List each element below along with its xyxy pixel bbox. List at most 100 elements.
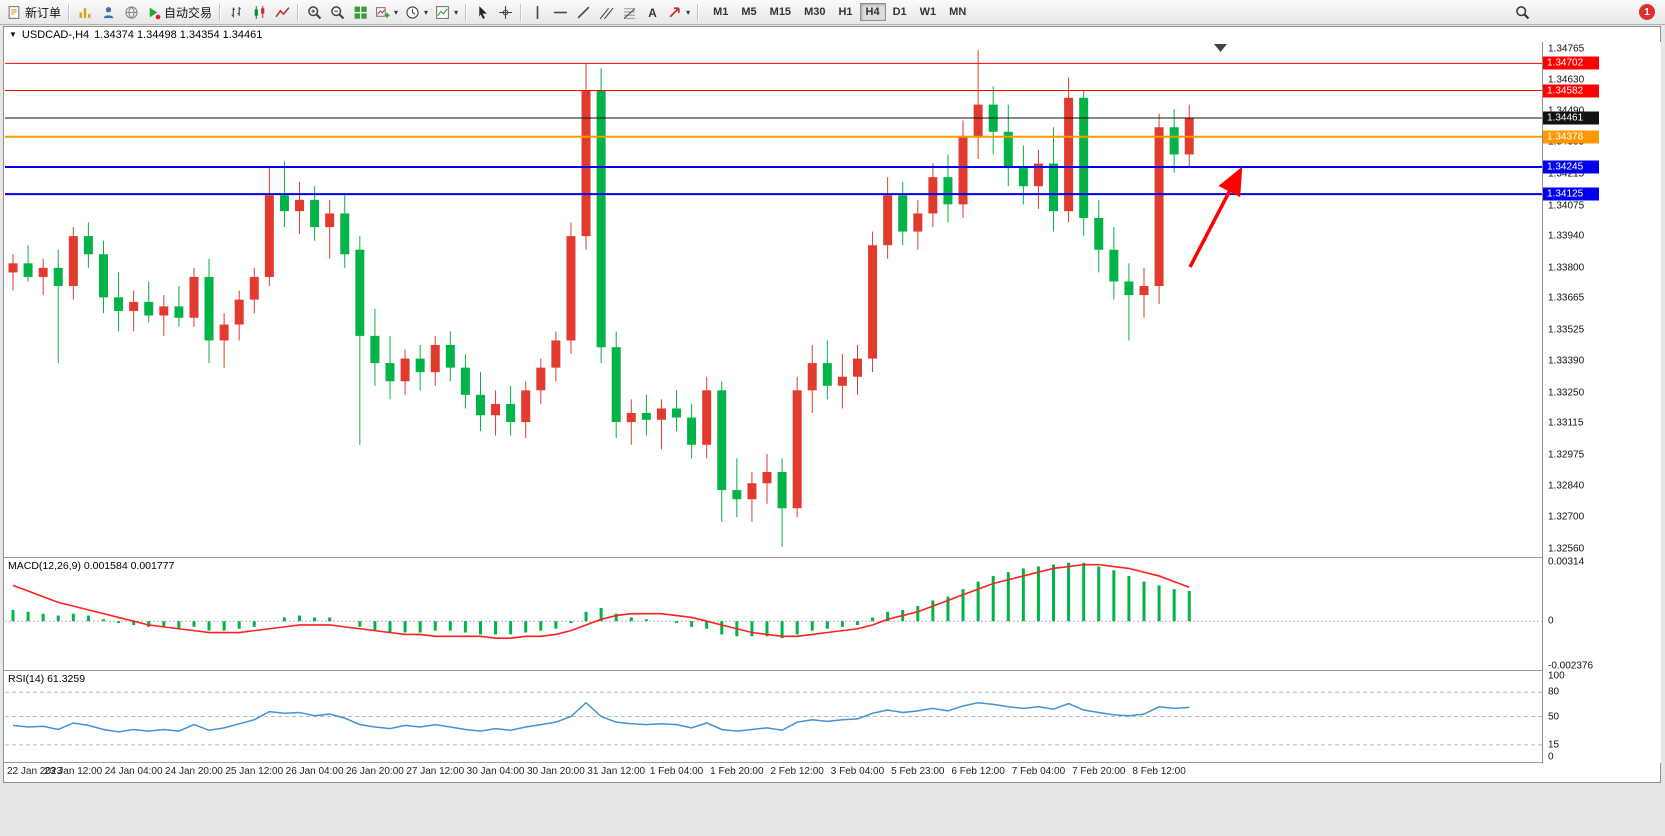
price-axis-tick: 1.34075 bbox=[1548, 200, 1585, 211]
svg-text:A: A bbox=[648, 6, 657, 19]
macd-axis-tick: -0.002376 bbox=[1548, 660, 1594, 672]
price-level-tag: 1.34378 bbox=[1543, 130, 1599, 144]
candle bbox=[1139, 267, 1149, 318]
time-axis[interactable]: 22 Jan 2023 23 Jan 12:00 24 Jan 04:00 24 Ja… bbox=[5, 764, 1542, 782]
indicators-button[interactable]: ▾ bbox=[432, 2, 461, 22]
panel-divider[interactable] bbox=[4, 670, 1660, 671]
auto-trading-button[interactable]: 自动交易 bbox=[143, 2, 215, 22]
price-chart-canvas[interactable] bbox=[5, 42, 1542, 557]
periods-button[interactable]: ▾ bbox=[402, 2, 431, 22]
candlestick-chart-button[interactable] bbox=[248, 2, 270, 22]
chart-shift-marker[interactable] bbox=[1214, 44, 1227, 52]
candle bbox=[913, 199, 923, 250]
toolbar-separator bbox=[219, 3, 222, 21]
candle bbox=[837, 354, 847, 409]
trendline-icon bbox=[576, 5, 591, 20]
candle bbox=[928, 163, 938, 228]
rsi-chart-canvas[interactable] bbox=[5, 671, 1542, 762]
candle bbox=[310, 186, 320, 241]
price-axis[interactable]: 1.347651.346301.344901.343551.342151.340… bbox=[1542, 42, 1661, 763]
cursor-button[interactable] bbox=[471, 2, 493, 22]
candle bbox=[325, 199, 335, 259]
data-window-button[interactable] bbox=[120, 2, 142, 22]
panel-divider[interactable] bbox=[4, 557, 1660, 558]
crosshair-icon bbox=[498, 5, 513, 20]
channel-icon bbox=[599, 5, 614, 20]
auto-trading-label: 自动交易 bbox=[164, 5, 213, 20]
crosshair-button[interactable] bbox=[494, 2, 516, 22]
time-axis-label: 7 Feb 20:00 bbox=[1072, 766, 1126, 777]
time-axis-label: 27 Jan 12:00 bbox=[406, 766, 465, 777]
timeframe-M5[interactable]: M5 bbox=[735, 3, 762, 21]
macd-label: MACD(12,26,9) 0.001584 0.001777 bbox=[8, 560, 175, 572]
navigator-button[interactable] bbox=[97, 2, 119, 22]
annotation-arrow[interactable] bbox=[1188, 166, 1243, 268]
candle bbox=[400, 349, 410, 395]
channel-tool-button[interactable] bbox=[595, 2, 617, 22]
candle bbox=[883, 177, 893, 259]
line-chart-button[interactable] bbox=[271, 2, 293, 22]
timeframe-W1[interactable]: W1 bbox=[914, 3, 943, 21]
auto-trading-icon bbox=[146, 5, 161, 20]
rsi-axis-tick: 100 bbox=[1548, 670, 1565, 682]
market-watch-button[interactable] bbox=[74, 2, 96, 22]
vertical-line-tool-button[interactable] bbox=[526, 2, 548, 22]
zoom-out-button[interactable] bbox=[326, 2, 348, 22]
price-level-tag: 1.34461 bbox=[1543, 111, 1599, 125]
horizontal-line-tool-button[interactable] bbox=[549, 2, 571, 22]
candle bbox=[852, 344, 862, 395]
panel-divider[interactable] bbox=[4, 762, 1660, 763]
bar-chart-button[interactable] bbox=[225, 2, 247, 22]
new-order-button[interactable]: 新订单 bbox=[4, 2, 64, 22]
price-axis-tick: 1.33940 bbox=[1548, 230, 1585, 242]
search-icon bbox=[1515, 5, 1530, 20]
time-axis-label: 1 Feb 20:00 bbox=[710, 766, 764, 777]
macd-chart-canvas[interactable] bbox=[5, 558, 1542, 670]
new-chart-button[interactable]: ▾ bbox=[372, 2, 401, 22]
candle bbox=[249, 267, 259, 314]
fibonacci-tool-button[interactable] bbox=[618, 2, 640, 22]
time-axis-label: 25 Jan 12:00 bbox=[225, 766, 284, 777]
candle bbox=[732, 458, 742, 518]
timeframe-M1[interactable]: M1 bbox=[707, 3, 734, 21]
price-axis-tick: 1.33800 bbox=[1548, 262, 1585, 274]
candle bbox=[762, 453, 772, 504]
candle bbox=[234, 290, 244, 341]
timeframe-H1[interactable]: H1 bbox=[832, 3, 858, 21]
candle bbox=[1124, 263, 1134, 341]
line-chart-icon bbox=[274, 5, 290, 20]
text-tool-button[interactable]: A bbox=[641, 2, 663, 22]
candle bbox=[1018, 145, 1028, 205]
candle bbox=[445, 331, 455, 382]
candle bbox=[1049, 127, 1059, 232]
toolbar-separator bbox=[297, 3, 300, 21]
notification-badge[interactable]: 1 bbox=[1639, 4, 1655, 20]
candle bbox=[521, 381, 531, 438]
candle bbox=[385, 335, 395, 400]
tile-windows-button[interactable] bbox=[349, 2, 371, 22]
timeframe-MN[interactable]: MN bbox=[943, 3, 972, 21]
timeframe-M15[interactable]: M15 bbox=[764, 3, 797, 21]
window-collapse-icon[interactable]: ▼ bbox=[9, 30, 17, 39]
zoom-in-button[interactable] bbox=[303, 2, 325, 22]
chevron-down-icon: ▾ bbox=[454, 7, 459, 17]
candle bbox=[1064, 77, 1074, 223]
price-axis-tick: 1.33665 bbox=[1548, 292, 1585, 304]
timeframe-H4[interactable]: H4 bbox=[859, 3, 886, 21]
timeframe-M30[interactable]: M30 bbox=[798, 3, 831, 21]
candle bbox=[68, 227, 78, 300]
timeframe-D1[interactable]: D1 bbox=[887, 3, 913, 21]
candle bbox=[551, 331, 561, 382]
arrows-tool-button[interactable]: ▾ bbox=[664, 2, 693, 22]
search-button[interactable] bbox=[1511, 2, 1533, 22]
chart-titlebar: ▼ USDCAD-,H4 1.34374 1.34498 1.34354 1.3… bbox=[4, 27, 1660, 42]
price-level-tag: 1.34582 bbox=[1543, 84, 1599, 98]
price-level-tag: 1.34245 bbox=[1543, 160, 1599, 174]
chevron-down-icon: ▾ bbox=[686, 7, 691, 17]
new-order-label: 新订单 bbox=[25, 5, 62, 20]
price-axis-tick: 1.32560 bbox=[1548, 543, 1585, 555]
cursor-icon bbox=[475, 5, 490, 20]
trendline-tool-button[interactable] bbox=[572, 2, 594, 22]
candle bbox=[174, 286, 184, 327]
candle bbox=[792, 376, 802, 518]
